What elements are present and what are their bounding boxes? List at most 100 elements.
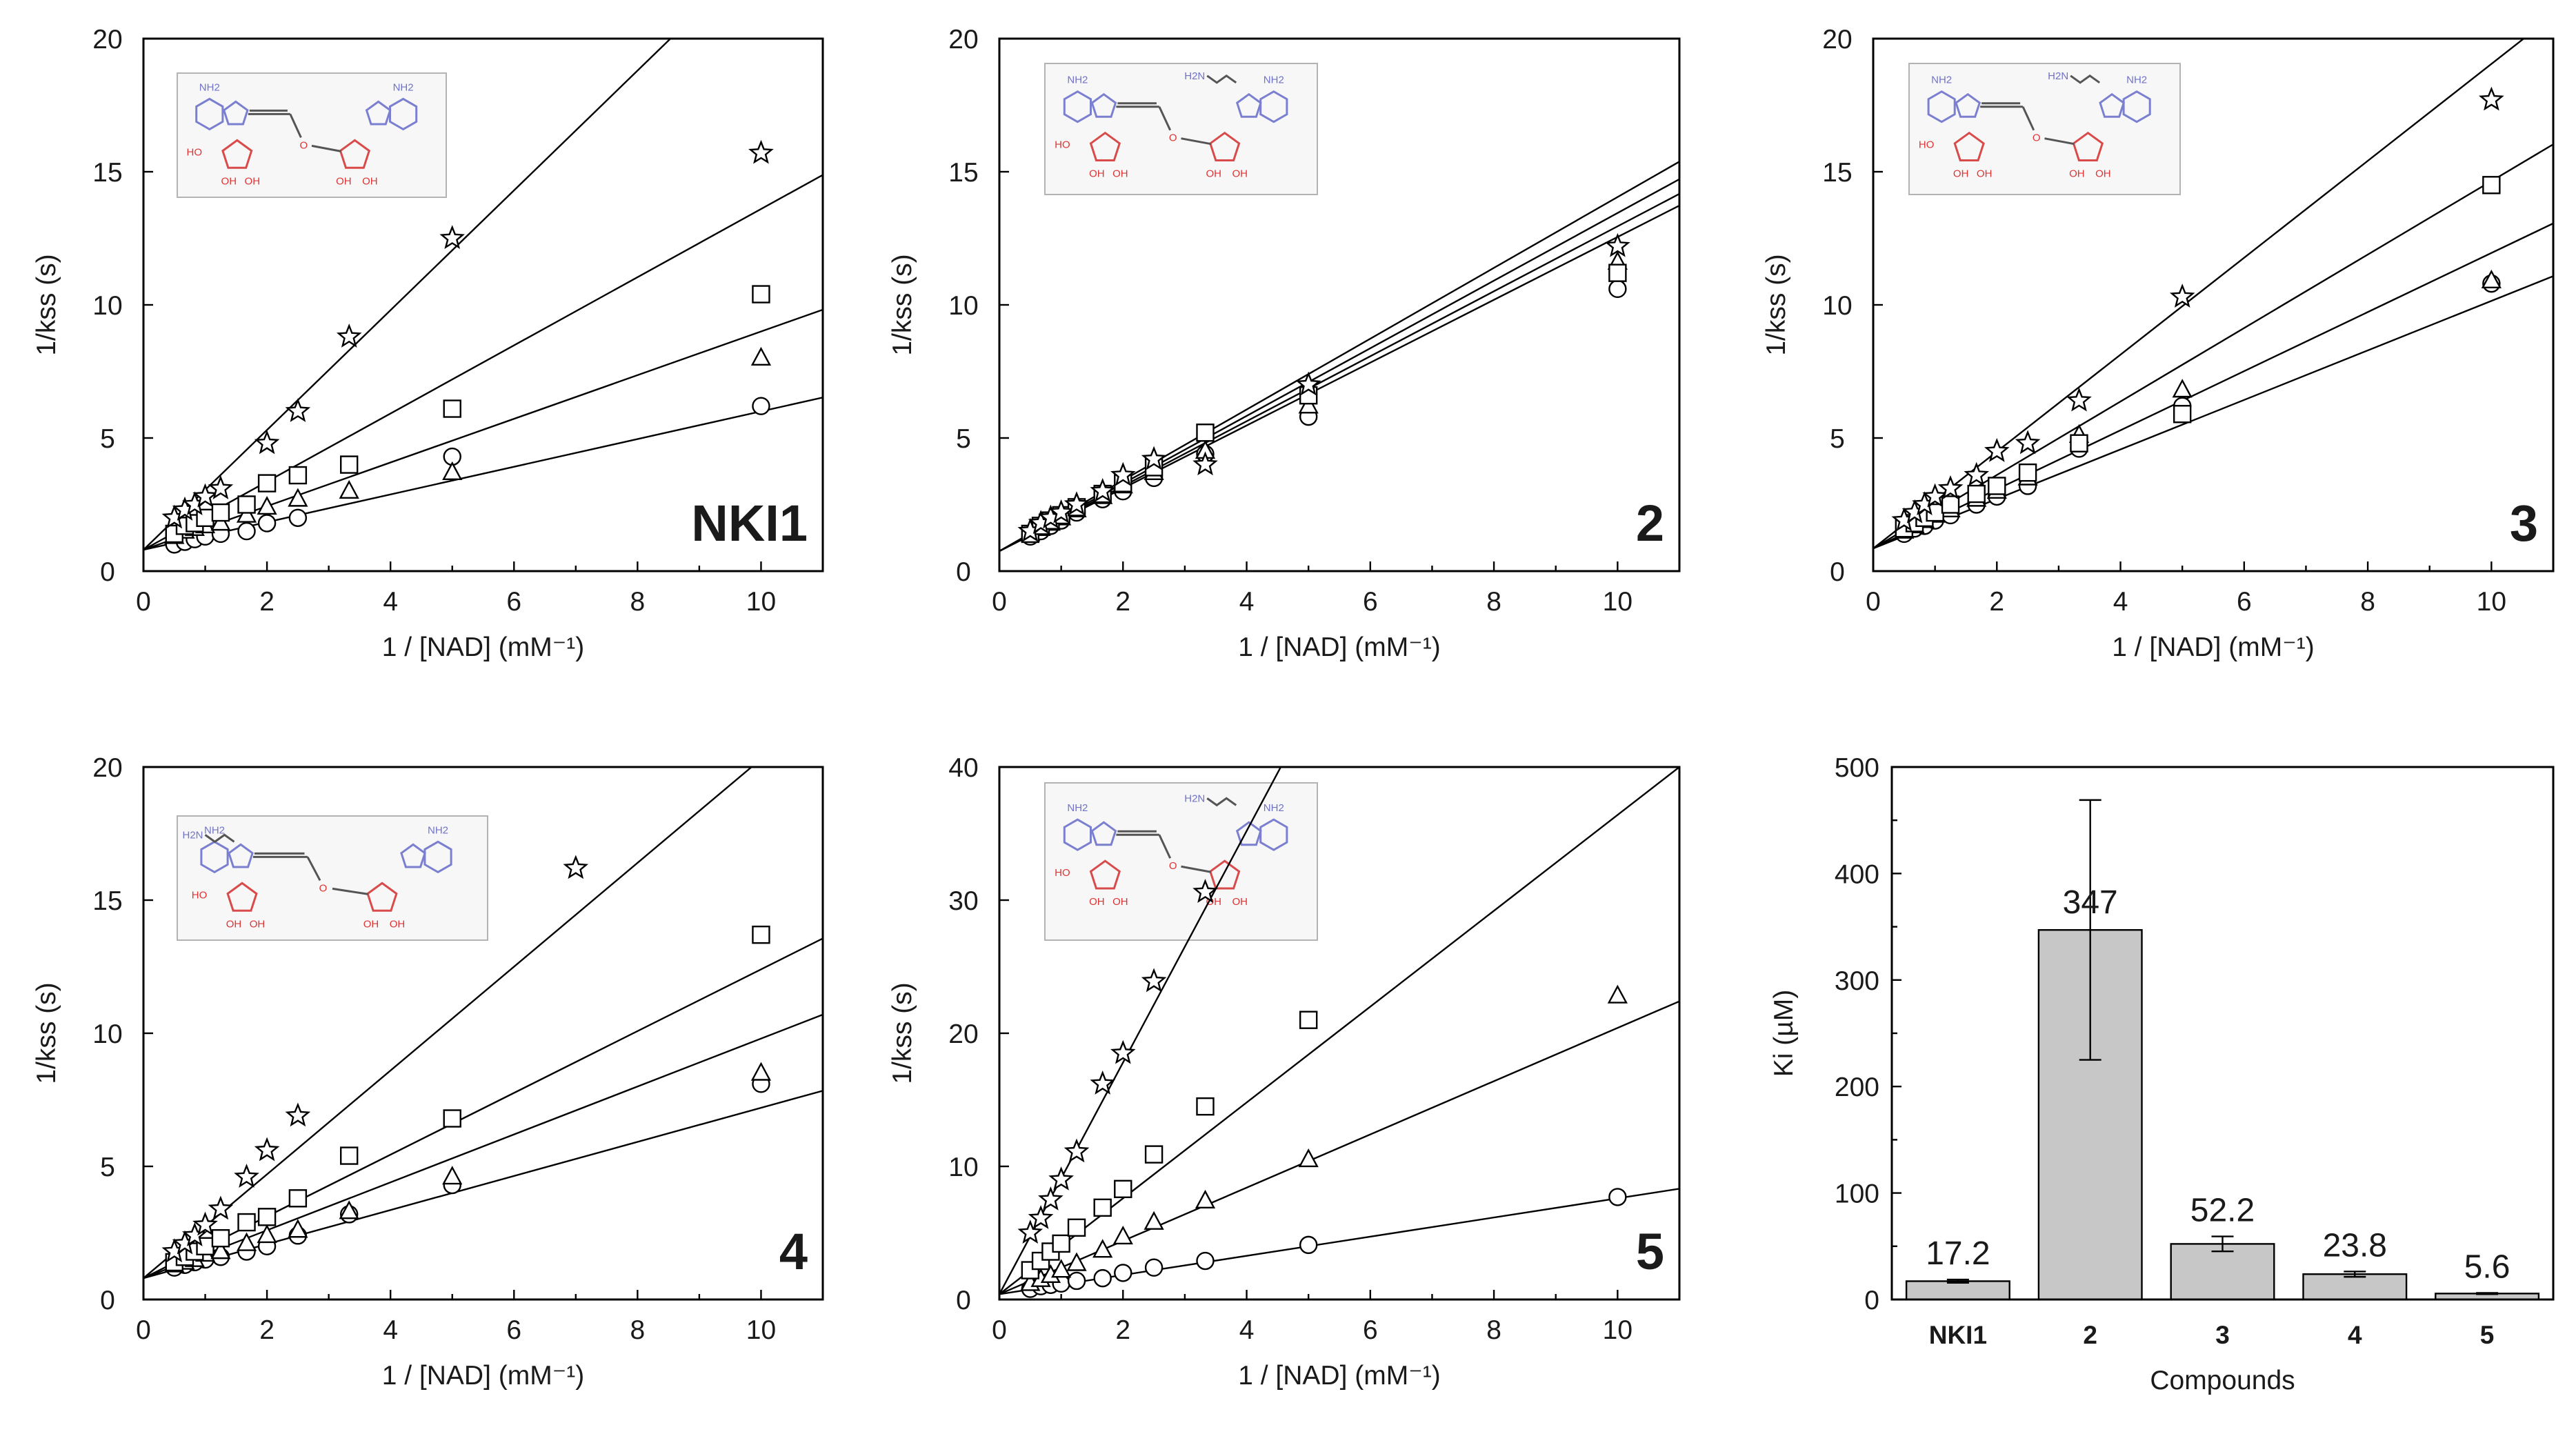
y-tick-label: 30 bbox=[948, 886, 978, 916]
data-points bbox=[1017, 232, 1630, 546]
compound-label: NKI1 bbox=[691, 495, 808, 552]
ribose-ring bbox=[226, 882, 258, 912]
x-tick-label: 2 bbox=[259, 587, 274, 617]
category-label: 3 bbox=[2215, 1321, 2230, 1349]
point-square bbox=[339, 455, 359, 474]
y-tick-label: 100 bbox=[1835, 1179, 1879, 1209]
x-tick-label: 8 bbox=[1486, 1315, 1501, 1345]
fit-line-circle bbox=[999, 204, 1679, 552]
bar-value-label: 347 bbox=[2063, 884, 2118, 921]
x-tick-label: 0 bbox=[1866, 587, 1881, 617]
point-star bbox=[254, 1137, 280, 1162]
imidazole-ring bbox=[222, 100, 249, 126]
ether-o-label: O bbox=[299, 139, 308, 151]
point-star bbox=[1048, 1166, 1074, 1191]
x-tick-label: 4 bbox=[1239, 587, 1255, 617]
point-star bbox=[192, 483, 218, 508]
point-star bbox=[208, 1195, 234, 1220]
point-star bbox=[1017, 1219, 1044, 1244]
point-triangle bbox=[750, 1062, 772, 1081]
point-star bbox=[285, 1102, 311, 1127]
oh-label: OH bbox=[226, 918, 242, 930]
panel-3: NH2 O HO OH OH OH OH NH2 H2N 0 2 4 6 8 10 0 5 10 15 20 1 / [… bbox=[1761, 25, 2555, 662]
y-axis-title: 1/kss (s) bbox=[888, 254, 917, 355]
category-label: 2 bbox=[2083, 1321, 2097, 1349]
ether-linker-right bbox=[1181, 137, 1211, 146]
oh-label: OH bbox=[1232, 896, 1248, 908]
y-tick-label: 10 bbox=[948, 291, 978, 321]
y-tick-label: 0 bbox=[100, 1286, 115, 1315]
y-tick-label: 0 bbox=[1830, 557, 1845, 587]
point-circle bbox=[1067, 1271, 1086, 1291]
y-axis-title: 1/kss (s) bbox=[888, 982, 917, 1084]
oh-label: OH bbox=[1089, 896, 1105, 908]
imidazole-ring bbox=[365, 100, 392, 126]
y-tick-label: 200 bbox=[1835, 1073, 1879, 1102]
fit-line-star bbox=[999, 161, 1679, 552]
nh2-label: NH2 bbox=[1067, 802, 1088, 814]
point-square bbox=[1988, 477, 2006, 495]
y-axis-title: 1/kss (s) bbox=[32, 982, 61, 1084]
oh-label: OH bbox=[1977, 168, 1993, 180]
point-triangle bbox=[750, 346, 772, 366]
point-square bbox=[2018, 463, 2037, 482]
x-tick-label: 2 bbox=[1989, 587, 2004, 617]
nh2-label: NH2 bbox=[393, 81, 414, 93]
panel-2: NH2 O HO OH OH OH OH NH2 H2N 0 2 4 6 8 10 0 5 10 15 20 1 / [… bbox=[888, 25, 1681, 662]
y-tick-label: 10 bbox=[1822, 291, 1852, 321]
oh-label: OH bbox=[336, 175, 352, 187]
oh-label: OH bbox=[2095, 168, 2111, 180]
point-square bbox=[443, 1109, 461, 1128]
structure-box bbox=[177, 815, 488, 941]
point-circle bbox=[257, 514, 277, 532]
imidazole-ring bbox=[1090, 92, 1117, 118]
oh-label: OH bbox=[245, 175, 261, 187]
point-triangle bbox=[1298, 395, 1319, 414]
point-square bbox=[1196, 1097, 1215, 1116]
y-tick-label: 20 bbox=[92, 753, 122, 783]
fit-line-square bbox=[143, 937, 823, 1279]
fit-line-star bbox=[1873, 39, 2526, 550]
nh2-label: NH2 bbox=[428, 824, 448, 836]
bar-NKI1 bbox=[1905, 1280, 2010, 1301]
purine-ring bbox=[389, 97, 418, 131]
ho-label: HO bbox=[1055, 139, 1070, 151]
ribose-ring bbox=[1089, 859, 1121, 890]
y-tick-label: 400 bbox=[1835, 859, 1879, 889]
point-star bbox=[208, 475, 234, 499]
data-points bbox=[161, 139, 774, 554]
x-tick-label: 0 bbox=[992, 1315, 1007, 1345]
point-triangle bbox=[2481, 269, 2502, 289]
x-tick-label: 10 bbox=[2477, 587, 2506, 617]
point-star bbox=[2169, 283, 2195, 308]
oh-label: OH bbox=[362, 175, 378, 187]
fit-lines bbox=[999, 161, 1679, 552]
x-axis-title: Compounds bbox=[2150, 1366, 2295, 1395]
point-star bbox=[748, 139, 774, 164]
point-square bbox=[1067, 1218, 1086, 1237]
x-tick-label: 10 bbox=[1603, 1315, 1633, 1345]
point-triangle bbox=[339, 479, 359, 499]
structure-box bbox=[1044, 63, 1318, 195]
oh-label: OH bbox=[1206, 168, 1221, 180]
x-tick-label: 4 bbox=[2113, 587, 2128, 617]
point-square bbox=[443, 399, 461, 418]
ho-label: HO bbox=[192, 889, 208, 901]
y-axis-title: 1/kss (s) bbox=[32, 254, 61, 355]
bar-value-label: 5.6 bbox=[2464, 1248, 2510, 1285]
point-triangle bbox=[2172, 379, 2193, 398]
point-triangle bbox=[1298, 1148, 1319, 1168]
x-axis-title: 1 / [NAD] (mM⁻¹) bbox=[2112, 633, 2315, 662]
ether-linker bbox=[289, 113, 302, 139]
y-tick-label: 10 bbox=[92, 291, 122, 321]
point-square bbox=[1608, 263, 1627, 282]
x-tick-label: 8 bbox=[2360, 587, 2375, 617]
oh-label: OH bbox=[1112, 896, 1128, 908]
oh-label: OH bbox=[250, 918, 266, 930]
imidazole-ring bbox=[400, 843, 426, 868]
y-tick-label: 20 bbox=[948, 25, 978, 54]
point-star bbox=[1141, 968, 1167, 993]
point-circle bbox=[237, 521, 256, 541]
